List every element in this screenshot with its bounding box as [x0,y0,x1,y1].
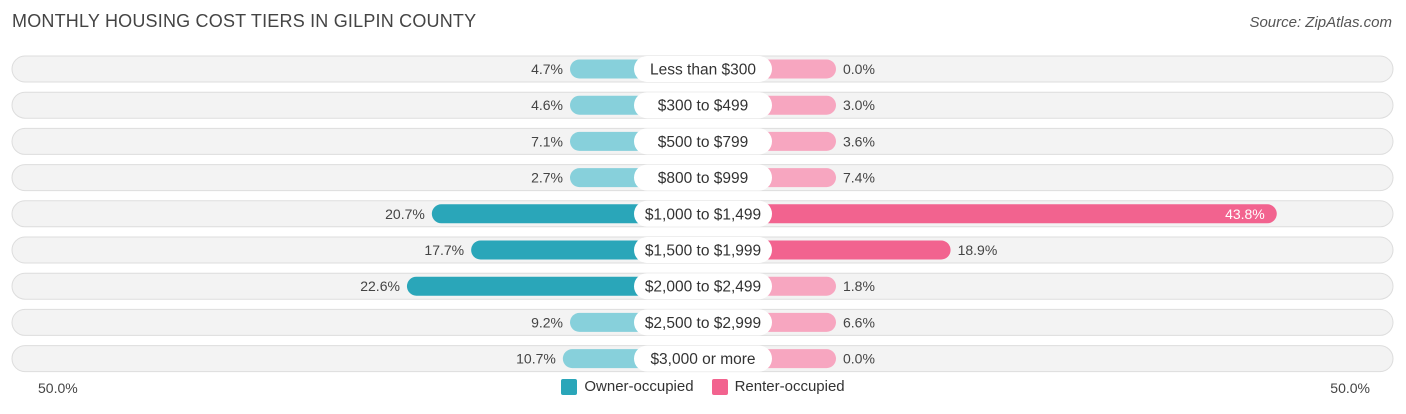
chart-area: Less than $300 4.7% 0.0% $300 to $499 4.6% 3.… [11,55,1394,373]
renter-value-label: 6.6% [843,314,875,330]
category-label: $1,000 to $1,499 [645,206,761,223]
source-label: Source: ZipAtlas.com [1249,14,1392,31]
category-label: $1,500 to $1,999 [645,243,761,260]
legend: Owner-occupied Renter-occupied [0,378,1406,395]
renter-value-label: 3.0% [843,97,875,113]
legend-item-renter[interactable]: Renter-occupied [711,378,845,395]
owner-swatch [561,378,578,395]
category-label: $3,000 or more [650,351,755,368]
owner-bar [406,276,703,296]
renter-bar [703,204,1277,224]
category-label: $2,500 to $2,999 [645,315,761,332]
category-label: $300 to $499 [658,98,749,115]
category-label: $800 to $999 [658,170,749,187]
category-label-bg [634,164,772,191]
renter-value-label: 1.8% [843,278,875,294]
legend-renter-label: Renter-occupied [734,378,845,395]
category-label: Less than $300 [650,62,756,79]
category-label: $500 to $799 [658,134,749,151]
owner-value-label: 10.7% [516,351,556,367]
renter-value-label: 7.4% [843,170,875,186]
renter-value-label: 43.8% [1225,206,1265,222]
axis-left-label: 50.0% [38,380,78,396]
category-label-bg [634,200,772,227]
owner-value-label: 4.6% [531,97,563,113]
renter-value-label: 0.0% [843,61,875,77]
category-label-bg [634,92,772,119]
category-label-bg [634,273,772,300]
category-label-bg [634,309,772,336]
owner-value-label: 2.7% [531,170,563,186]
renter-value-label: 18.9% [958,242,998,258]
owner-value-label: 17.7% [424,242,464,258]
owner-value-label: 20.7% [385,206,425,222]
renter-value-label: 0.0% [843,351,875,367]
renter-swatch [711,378,728,395]
owner-value-label: 22.6% [360,278,400,294]
category-label-bg [634,56,772,82]
category-label: $2,000 to $2,499 [645,279,761,296]
legend-owner-label: Owner-occupied [584,378,694,395]
category-label-bg [634,345,772,372]
renter-value-label: 3.6% [843,133,875,149]
owner-value-label: 4.7% [531,61,563,77]
chart-title: MONTHLY HOUSING COST TIERS IN GILPIN COU… [12,11,477,31]
axis-right-label: 50.0% [1330,380,1370,396]
owner-value-label: 7.1% [531,133,563,149]
owner-value-label: 9.2% [531,314,563,330]
legend-item-owner[interactable]: Owner-occupied [561,378,694,395]
category-label-bg [634,237,772,263]
category-label-bg [634,128,772,155]
